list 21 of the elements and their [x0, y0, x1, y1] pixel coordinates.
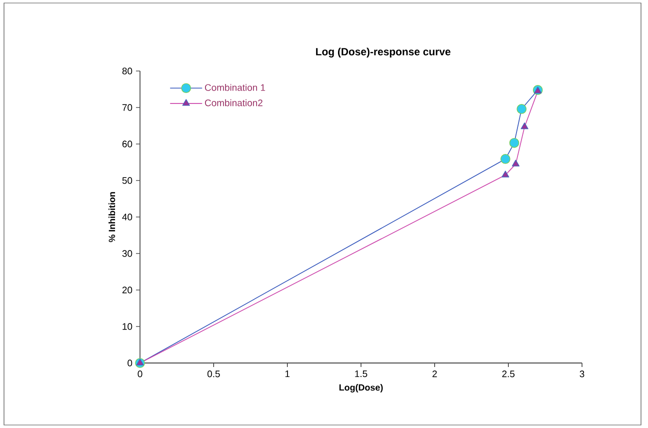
- x-tick-label: 0.5: [207, 370, 220, 378]
- y-axis-title: % Inhibition: [108, 192, 116, 242]
- x-tick-label: 3: [580, 370, 584, 378]
- x-tick-label: 1: [285, 370, 290, 378]
- y-tick-label: 20: [122, 286, 132, 294]
- legend-label: Combination 1: [204, 84, 266, 91]
- y-tick-label: 80: [122, 68, 132, 74]
- chart-title: Log (Dose)-response curve: [316, 48, 450, 58]
- y-tick-label: 0: [128, 360, 132, 366]
- legend-label: Combination2: [204, 99, 262, 106]
- x-axis-title: Log(Dose): [339, 384, 383, 392]
- x-tick-label: 2.5: [502, 370, 515, 378]
- x-tick-label: 1.5: [355, 370, 368, 378]
- y-tick-label: 50: [122, 177, 132, 184]
- y-tick-label: 40: [122, 214, 132, 220]
- y-tick-label: 10: [122, 323, 132, 330]
- y-tick-label: 60: [122, 140, 132, 148]
- x-tick-label: 2: [432, 370, 437, 378]
- y-tick-label: 70: [122, 104, 132, 111]
- x-tick-label: 0: [138, 370, 142, 378]
- y-tick-label: 30: [122, 250, 132, 257]
